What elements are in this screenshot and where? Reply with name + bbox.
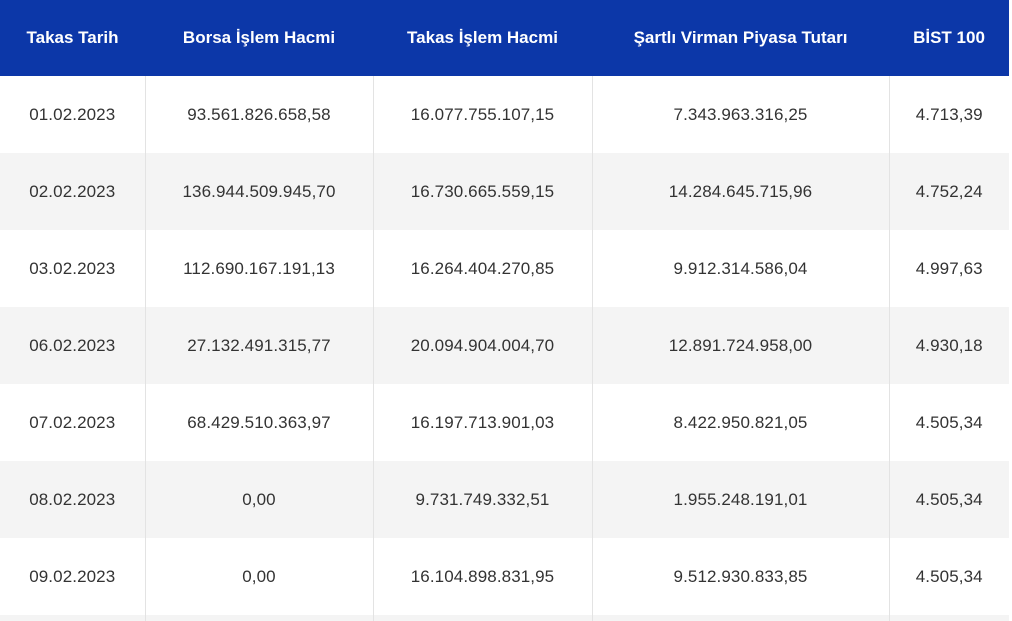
cell-borsa-volume: 0,00 (144, 538, 373, 615)
cell-borsa-volume: 93.561.826.658,58 (144, 76, 373, 153)
cell-date: 03.02.2023 (0, 230, 145, 307)
column-header-sartli-virman-piyasa-tutari[interactable]: Şartlı Virman Piyasa Tutarı (592, 0, 889, 76)
table-row-partial (0, 615, 1009, 621)
table-row: 06.02.2023 27.132.491.315,77 20.094.904.… (0, 307, 1009, 384)
cell-bist100: 4.505,34 (888, 538, 1009, 615)
cell-takas-volume: 16.264.404.270,85 (372, 230, 592, 307)
cell-virman-amount: 8.422.950.821,05 (591, 384, 889, 461)
table-row: 01.02.2023 93.561.826.658,58 16.077.755.… (0, 76, 1009, 153)
cell-borsa-volume: 0,00 (144, 461, 373, 538)
cell-empty (144, 615, 373, 621)
cell-virman-amount: 7.343.963.316,25 (591, 76, 889, 153)
cell-date: 01.02.2023 (0, 76, 145, 153)
cell-borsa-volume: 27.132.491.315,77 (144, 307, 373, 384)
header-row: Takas Tarih Borsa İşlem Hacmi Takas İşle… (0, 0, 1009, 76)
table-row: 02.02.2023 136.944.509.945,70 16.730.665… (0, 153, 1009, 230)
cell-virman-amount: 14.284.645.715,96 (591, 153, 889, 230)
cell-virman-amount: 1.955.248.191,01 (591, 461, 889, 538)
column-header-borsa-islem-hacmi[interactable]: Borsa İşlem Hacmi (145, 0, 373, 76)
table-row: 08.02.2023 0,00 9.731.749.332,51 1.955.2… (0, 461, 1009, 538)
cell-takas-volume: 20.094.904.004,70 (372, 307, 592, 384)
table-header: Takas Tarih Borsa İşlem Hacmi Takas İşle… (0, 0, 1009, 76)
column-header-bist-100[interactable]: BİST 100 (889, 0, 1009, 76)
cell-virman-amount: 12.891.724.958,00 (591, 307, 889, 384)
table-body: 01.02.2023 93.561.826.658,58 16.077.755.… (0, 76, 1009, 621)
column-header-takas-tarih[interactable]: Takas Tarih (0, 0, 145, 76)
cell-empty (591, 615, 889, 621)
cell-borsa-volume: 112.690.167.191,13 (144, 230, 373, 307)
cell-date: 09.02.2023 (0, 538, 145, 615)
cell-takas-volume: 16.104.898.831,95 (372, 538, 592, 615)
cell-empty (888, 615, 1009, 621)
table-row: 03.02.2023 112.690.167.191,13 16.264.404… (0, 230, 1009, 307)
table-row: 09.02.2023 0,00 16.104.898.831,95 9.512.… (0, 538, 1009, 615)
cell-virman-amount: 9.912.314.586,04 (591, 230, 889, 307)
cell-borsa-volume: 68.429.510.363,97 (144, 384, 373, 461)
cell-virman-amount: 9.512.930.833,85 (591, 538, 889, 615)
cell-takas-volume: 16.197.713.901,03 (372, 384, 592, 461)
cell-date: 06.02.2023 (0, 307, 145, 384)
cell-borsa-volume: 136.944.509.945,70 (144, 153, 373, 230)
cell-bist100: 4.930,18 (888, 307, 1009, 384)
cell-empty (372, 615, 592, 621)
column-header-takas-islem-hacmi[interactable]: Takas İşlem Hacmi (373, 0, 592, 76)
cell-takas-volume: 9.731.749.332,51 (372, 461, 592, 538)
cell-empty (0, 615, 145, 621)
cell-takas-volume: 16.730.665.559,15 (372, 153, 592, 230)
cell-date: 07.02.2023 (0, 384, 145, 461)
cell-takas-volume: 16.077.755.107,15 (372, 76, 592, 153)
cell-bist100: 4.505,34 (888, 461, 1009, 538)
cell-bist100: 4.997,63 (888, 230, 1009, 307)
cell-bist100: 4.505,34 (888, 384, 1009, 461)
cell-bist100: 4.713,39 (888, 76, 1009, 153)
cell-bist100: 4.752,24 (888, 153, 1009, 230)
cell-date: 08.02.2023 (0, 461, 145, 538)
cell-date: 02.02.2023 (0, 153, 145, 230)
table-row: 07.02.2023 68.429.510.363,97 16.197.713.… (0, 384, 1009, 461)
